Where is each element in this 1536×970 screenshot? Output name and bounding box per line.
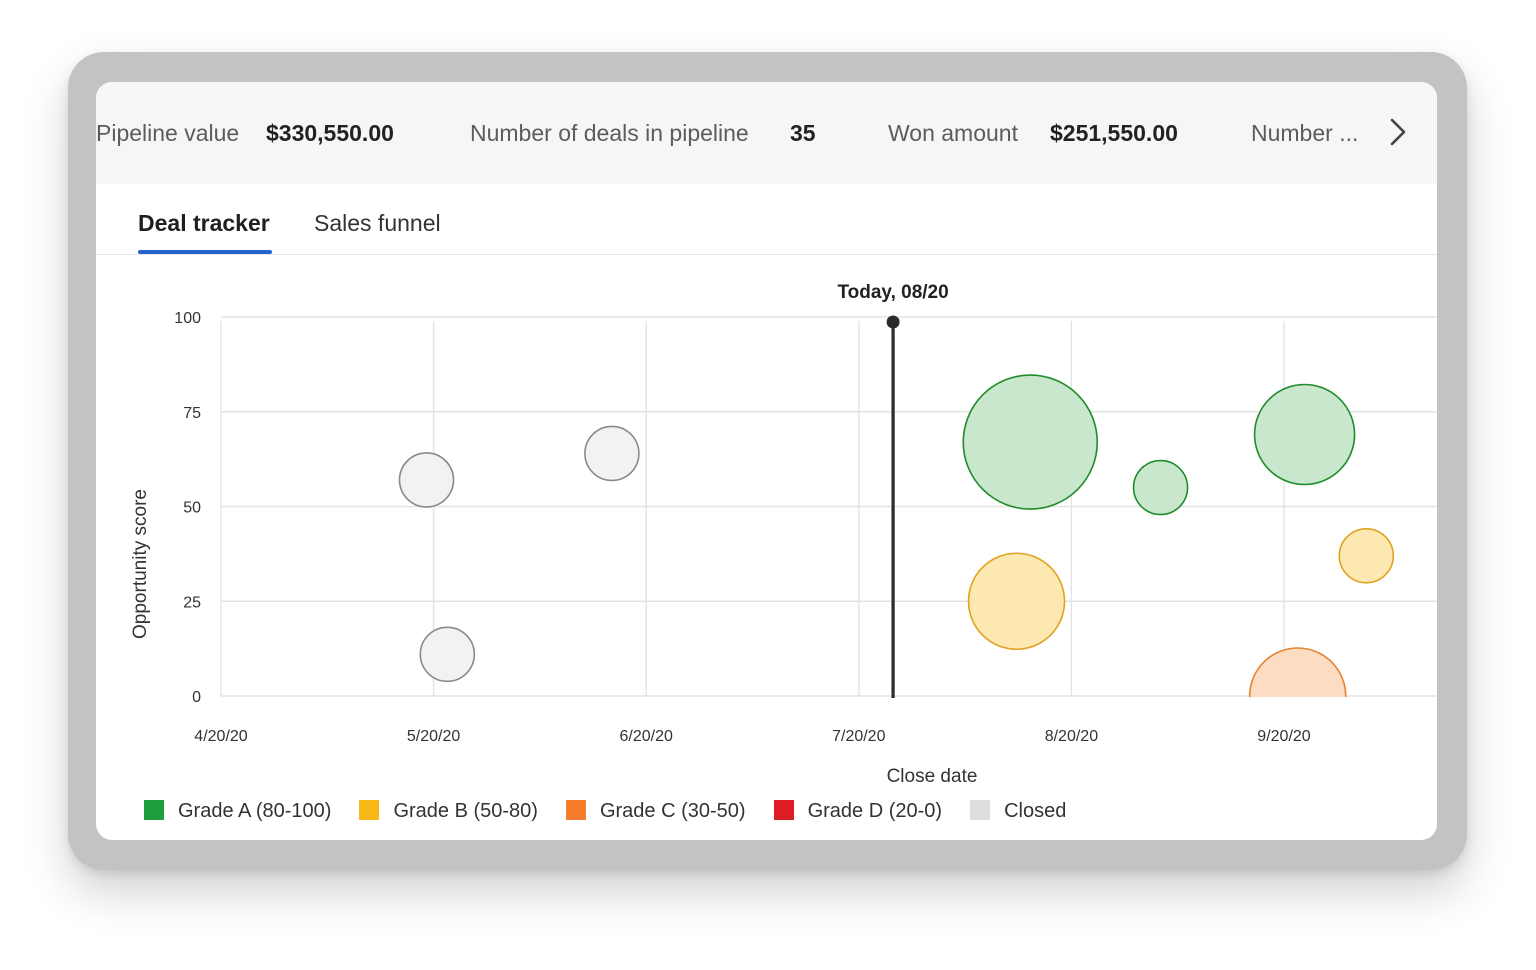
legend-label: Grade D (20-0)	[807, 800, 943, 822]
bubble-point[interactable]	[1253, 383, 1356, 486]
active-tab-indicator	[138, 250, 272, 254]
tab-bar: Deal tracker Sales funnel	[96, 184, 1437, 255]
legend-item[interactable]: Grade A (80-100)	[144, 799, 332, 823]
y-axis-title: Opportunity score	[130, 489, 151, 639]
bubble-point[interactable]	[419, 626, 476, 683]
legend-label: Grade C (30-50)	[599, 800, 746, 822]
kpi-value-pipeline-value: $330,550.00	[266, 120, 394, 146]
legend-swatch	[773, 799, 794, 820]
legend-swatch	[359, 799, 380, 820]
y-tick-label: 75	[183, 405, 201, 422]
bubble-point[interactable]	[962, 374, 1099, 510]
tab-deal-tracker[interactable]: Deal tracker	[138, 210, 270, 236]
legend-swatch	[970, 799, 991, 820]
x-tick-label: 9/20/20	[1257, 728, 1310, 745]
legend-item[interactable]: Grade B (50-80)	[359, 799, 538, 823]
legend-swatch	[144, 799, 164, 820]
legend-item[interactable]: Closed	[970, 799, 1067, 823]
kpi-label-deals-count: Number of deals in pipeline	[470, 120, 749, 146]
chart-legend: Grade A (80-100) Grade B (50-80) Grade C (…	[144, 799, 1094, 836]
x-axis-title: Close date	[887, 766, 978, 787]
kpi-label-won-amount: Won amount	[888, 120, 1018, 146]
bubble-chart: 0 25 50 75 100 4/20/20 5/20/20 6/20/20 7/20/20 8/…	[130, 282, 1437, 787]
x-tick-label: 4/20/20	[194, 728, 247, 745]
bubble-point[interactable]	[398, 452, 455, 508]
legend-item[interactable]: Grade D (20-0)	[773, 799, 943, 823]
bubble-point[interactable]	[584, 425, 640, 482]
x-tick-label: 6/20/20	[620, 728, 673, 745]
x-tick-label: 8/20/20	[1045, 728, 1098, 745]
kpi-bar: Pipeline value $330,550.00 Number of dea…	[96, 82, 1437, 184]
tab-sales-funnel[interactable]: Sales funnel	[314, 210, 441, 236]
legend-item[interactable]: Grade C (30-50)	[565, 799, 746, 823]
chevron-right-icon[interactable]	[1386, 114, 1410, 150]
today-marker-label: Today, 08/20	[837, 282, 948, 303]
kpi-label-pipeline-value: Pipeline value	[96, 120, 240, 146]
x-tick-label: 7/20/20	[832, 728, 885, 745]
kpi-value-won-amount: $251,550.00	[1050, 120, 1178, 146]
legend-swatch	[565, 799, 586, 820]
bubble-point[interactable]	[967, 552, 1066, 651]
bubble-point[interactable]	[1248, 647, 1347, 744]
bubble-group	[398, 374, 1395, 744]
bubble-point[interactable]	[1132, 459, 1189, 516]
y-tick-label: 0	[192, 689, 201, 706]
dashboard-card: Pipeline value $330,550.00 Number of dea…	[96, 82, 1437, 840]
bubble-point[interactable]	[1338, 527, 1395, 584]
kpi-value-deals-count: 35	[790, 120, 816, 146]
x-tick-label: 5/20/20	[407, 728, 460, 745]
y-tick-label: 25	[183, 594, 201, 611]
legend-label: Grade B (50-80)	[393, 800, 538, 822]
y-tick-label: 50	[183, 500, 201, 517]
legend-label: Closed	[1004, 800, 1067, 822]
y-tick-label: 100	[174, 310, 201, 327]
legend-label: Grade A (80-100)	[178, 800, 332, 822]
today-marker-dot	[886, 315, 900, 329]
kpi-label-truncated: Number ...	[1251, 120, 1359, 146]
